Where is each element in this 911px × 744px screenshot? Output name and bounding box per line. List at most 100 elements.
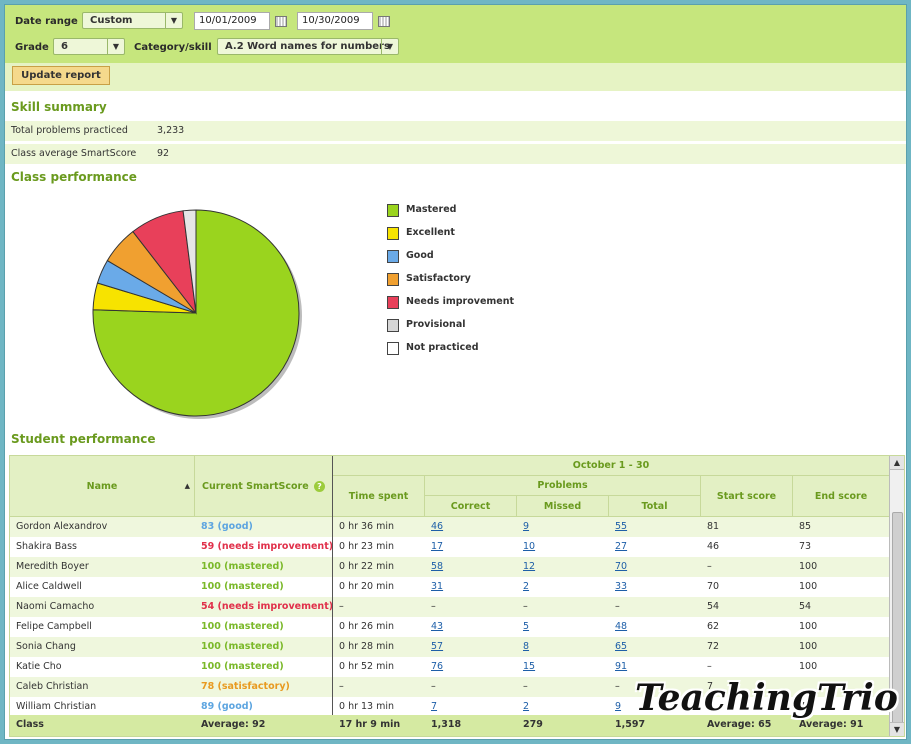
total-problems-value: 3,233: [157, 125, 185, 136]
class-time-spent: 17 hr 9 min: [339, 719, 401, 730]
category-select[interactable]: A.2 Word names for numbers ▼: [217, 38, 399, 55]
class-summary-row: Class Average: 92 17 hr 9 min 1,318 279 …: [10, 715, 890, 736]
time-spent: 0 hr 36 min: [339, 521, 395, 532]
date-range-select[interactable]: Custom ▼: [82, 12, 183, 29]
legend-label: Provisional: [406, 319, 466, 330]
time-spent: 0 hr 13 min: [339, 701, 395, 712]
end-date-input[interactable]: 10/30/2009: [297, 12, 373, 30]
current-smartscore: 100 (mastered): [201, 641, 284, 652]
correct-count-link[interactable]: 7: [431, 701, 438, 712]
student-name: Caleb Christian: [16, 681, 89, 692]
class-end-average: Average: 91: [799, 719, 864, 730]
missed-count-link[interactable]: 10: [523, 541, 536, 552]
time-spent: 0 hr 28 min: [339, 641, 395, 652]
date-range-value: Custom: [90, 15, 133, 26]
table-row: Caleb Christian 78 (satisfactory) – – – – 7: [10, 677, 890, 697]
total-count-link[interactable]: 65: [615, 641, 628, 652]
calendar-icon[interactable]: [378, 16, 390, 27]
time-spent-header[interactable]: Time spent: [333, 476, 425, 517]
correct-count-link[interactable]: 31: [431, 581, 444, 592]
smartscore-header-label: Current SmartScore: [202, 481, 309, 492]
period-header: October 1 - 30: [333, 456, 890, 476]
correct-count-link[interactable]: 17: [431, 541, 444, 552]
start-score: 62: [707, 621, 720, 632]
time-spent: 0 hr 52 min: [339, 661, 395, 672]
total-problems-label: Total problems practiced: [11, 125, 128, 136]
legend-label: Needs improvement: [406, 296, 515, 307]
start-score: –: [707, 661, 712, 672]
total-count-link[interactable]: 91: [615, 661, 628, 672]
scroll-down-icon[interactable]: ▼: [890, 722, 904, 736]
student-performance-heading: Student performance: [11, 432, 156, 446]
smartscore-column-header[interactable]: Current SmartScore ?: [195, 456, 333, 517]
end-score-header[interactable]: End score: [793, 476, 890, 517]
total-count-link: –: [615, 601, 620, 612]
time-spent: –: [339, 601, 344, 612]
correct-count-link: –: [431, 681, 436, 692]
sort-ascending-icon[interactable]: ▲: [184, 482, 190, 490]
calendar-icon[interactable]: [275, 16, 287, 27]
student-name: Katie Cho: [16, 661, 62, 672]
missed-count-link[interactable]: 5: [523, 621, 530, 632]
current-smartscore: 89 (good): [201, 701, 253, 712]
table-row: Naomi Camacho 54 (needs improvement) – – – –5…: [10, 597, 890, 617]
correct-header[interactable]: Correct: [425, 496, 517, 517]
student-name: Sonia Chang: [16, 641, 76, 652]
action-bar: Update report: [5, 63, 906, 91]
legend-swatch: [387, 204, 399, 217]
missed-count-link[interactable]: 12: [523, 561, 536, 572]
student-name: Shakira Bass: [16, 541, 77, 552]
end-score: 100: [799, 661, 818, 672]
category-label: Category/skill: [134, 42, 212, 53]
class-correct: 1,318: [431, 719, 462, 730]
total-count-link[interactable]: 33: [615, 581, 628, 592]
total-header[interactable]: Total: [609, 496, 701, 517]
chevron-down-icon: ▼: [165, 13, 182, 28]
time-spent: –: [339, 681, 344, 692]
scroll-up-icon[interactable]: ▲: [890, 456, 904, 470]
correct-count-link[interactable]: 43: [431, 621, 444, 632]
grade-select[interactable]: 6 ▼: [53, 38, 125, 55]
date-range-label: Date range: [15, 16, 78, 27]
update-report-button[interactable]: Update report: [12, 66, 110, 85]
start-score: 70: [707, 581, 720, 592]
student-name: Gordon Alexandrov: [16, 521, 108, 532]
correct-count-link[interactable]: 76: [431, 661, 444, 672]
time-spent: 0 hr 23 min: [339, 541, 395, 552]
start-date-input[interactable]: 10/01/2009: [194, 12, 270, 30]
total-count-link[interactable]: 27: [615, 541, 628, 552]
table-row: Gordon Alexandrov 83 (good) 0 hr 36 min 46 9…: [10, 517, 890, 537]
pie-slice-provisional: [182, 209, 197, 314]
table-scrollbar[interactable]: ▲ ▼: [889, 456, 904, 736]
current-smartscore: 83 (good): [201, 521, 253, 532]
start-score-header[interactable]: Start score: [701, 476, 793, 517]
missed-count-link[interactable]: 9: [523, 521, 530, 532]
correct-count-link[interactable]: 57: [431, 641, 444, 652]
student-performance-table: Name ▲ Current SmartScore ? October 1 - …: [9, 455, 905, 737]
missed-count-link[interactable]: 2: [523, 701, 530, 712]
current-smartscore: 78 (satisfactory): [201, 681, 290, 692]
total-count-link[interactable]: 48: [615, 621, 628, 632]
total-count-link[interactable]: 9: [615, 701, 622, 712]
missed-count-link[interactable]: 2: [523, 581, 530, 592]
time-spent: 0 hr 22 min: [339, 561, 395, 572]
missed-header[interactable]: Missed: [517, 496, 609, 517]
total-count-link[interactable]: 70: [615, 561, 628, 572]
end-score: 100: [799, 561, 818, 572]
table-row: Shakira Bass 59 (needs improvement) 0 hr 2…: [10, 537, 890, 557]
correct-count-link[interactable]: 46: [431, 521, 444, 532]
skill-summary-heading: Skill summary: [11, 100, 107, 114]
current-smartscore: 59 (needs improvement): [201, 541, 334, 552]
missed-count-link[interactable]: 8: [523, 641, 530, 652]
student-name: Alice Caldwell: [16, 581, 82, 592]
class-average-value: 92: [157, 148, 170, 159]
correct-count-link[interactable]: 58: [431, 561, 444, 572]
start-score: 81: [707, 521, 720, 532]
help-icon[interactable]: ?: [313, 481, 325, 492]
missed-count-link[interactable]: 15: [523, 661, 536, 672]
student-name: Naomi Camacho: [16, 601, 95, 612]
total-count-link[interactable]: 55: [615, 521, 628, 532]
class-average-score: Average: 92: [201, 719, 266, 730]
category-value: A.2 Word names for numbers: [225, 41, 390, 52]
name-column-header[interactable]: Name ▲: [10, 456, 195, 517]
